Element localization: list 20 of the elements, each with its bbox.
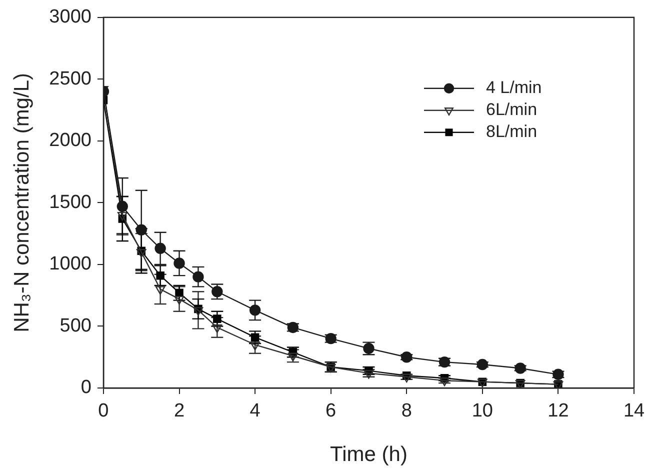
y-tick-label: 1500: [49, 192, 92, 213]
y-tick-label: 2000: [49, 130, 92, 152]
y-tick-label: 0: [80, 377, 92, 398]
x-tick-label: 14: [623, 400, 645, 422]
x-axis-title: Time (h): [330, 443, 408, 466]
x-tick-label: 6: [326, 400, 336, 422]
y-tick-label: 1000: [49, 254, 92, 275]
x-tick-label: 10: [472, 400, 493, 422]
y-tick-label: 500: [60, 315, 92, 336]
x-tick-label: 2: [174, 400, 185, 422]
y-axis-title: NH₃-N concentration (mg/L): [10, 72, 34, 332]
x-tick-label: 12: [548, 400, 569, 422]
x-tick-label: 0: [98, 400, 109, 422]
legend-label: 6L/min: [486, 100, 538, 120]
y-tick-label: 3000: [49, 6, 92, 28]
y-tick-label: 2500: [49, 68, 92, 90]
legend-label: 4 L/min: [486, 78, 542, 98]
x-tick-label: 8: [401, 400, 412, 422]
x-tick-label: 4: [250, 400, 261, 422]
legend-label: 8L/min: [486, 122, 538, 142]
